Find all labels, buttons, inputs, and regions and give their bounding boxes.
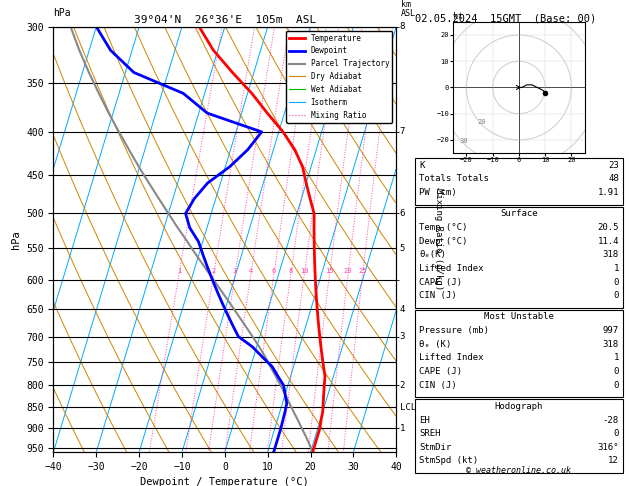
Text: 1.91: 1.91 — [598, 188, 619, 197]
Text: 7: 7 — [399, 127, 405, 137]
Text: 2: 2 — [211, 268, 216, 274]
Text: EH: EH — [419, 416, 430, 425]
Text: 0: 0 — [613, 429, 619, 438]
Title: 39°04'N  26°36'E  105m  ASL: 39°04'N 26°36'E 105m ASL — [134, 15, 316, 25]
Text: 316°: 316° — [598, 443, 619, 452]
Text: SREH: SREH — [419, 429, 440, 438]
Text: Pressure (mb): Pressure (mb) — [419, 326, 489, 335]
Text: Most Unstable: Most Unstable — [484, 312, 554, 322]
Text: km
ASL: km ASL — [401, 0, 416, 18]
Text: LCL: LCL — [399, 403, 416, 412]
Text: 11.4: 11.4 — [598, 237, 619, 246]
Text: 6: 6 — [399, 209, 405, 218]
Text: 20: 20 — [344, 268, 352, 274]
X-axis label: Dewpoint / Temperature (°C): Dewpoint / Temperature (°C) — [140, 477, 309, 486]
Text: 1: 1 — [399, 424, 405, 433]
Text: 4: 4 — [249, 268, 253, 274]
Text: 6: 6 — [272, 268, 276, 274]
Text: θₑ(K): θₑ(K) — [419, 250, 446, 260]
Text: © weatheronline.co.uk: © weatheronline.co.uk — [467, 466, 571, 475]
Text: K: K — [419, 161, 425, 170]
Text: CAPE (J): CAPE (J) — [419, 278, 462, 287]
Text: 4: 4 — [399, 305, 405, 314]
Text: 20.5: 20.5 — [598, 223, 619, 232]
Text: Surface: Surface — [500, 209, 538, 219]
Text: 15: 15 — [325, 268, 334, 274]
Legend: Temperature, Dewpoint, Parcel Trajectory, Dry Adiabat, Wet Adiabat, Isotherm, Mi: Temperature, Dewpoint, Parcel Trajectory… — [286, 31, 392, 122]
Text: StmDir: StmDir — [419, 443, 451, 452]
Text: 48: 48 — [608, 174, 619, 184]
Text: Temp (°C): Temp (°C) — [419, 223, 467, 232]
Text: 02.05.2024  15GMT  (Base: 00): 02.05.2024 15GMT (Base: 00) — [415, 14, 596, 24]
Text: 23: 23 — [608, 161, 619, 170]
Text: 8: 8 — [289, 268, 293, 274]
Text: PW (cm): PW (cm) — [419, 188, 457, 197]
Text: 25: 25 — [359, 268, 367, 274]
Text: Lifted Index: Lifted Index — [419, 264, 484, 273]
Text: 0: 0 — [613, 278, 619, 287]
Text: 318: 318 — [603, 340, 619, 349]
Text: CAPE (J): CAPE (J) — [419, 367, 462, 376]
Text: hPa: hPa — [53, 8, 71, 18]
Text: 5: 5 — [399, 244, 405, 253]
Y-axis label: hPa: hPa — [11, 230, 21, 249]
Y-axis label: Mixing Ratio (g/kg): Mixing Ratio (g/kg) — [433, 188, 443, 291]
Text: Hodograph: Hodograph — [495, 402, 543, 411]
Text: Dewp (°C): Dewp (°C) — [419, 237, 467, 246]
Text: 30: 30 — [460, 138, 468, 143]
Text: 318: 318 — [603, 250, 619, 260]
Text: 0: 0 — [613, 291, 619, 300]
Text: 20: 20 — [478, 119, 486, 125]
Text: 997: 997 — [603, 326, 619, 335]
Text: 0: 0 — [613, 381, 619, 390]
Text: 0: 0 — [613, 367, 619, 376]
Text: StmSpd (kt): StmSpd (kt) — [419, 456, 478, 466]
Text: 10: 10 — [300, 268, 309, 274]
Text: CIN (J): CIN (J) — [419, 291, 457, 300]
Text: kt: kt — [454, 12, 464, 21]
Text: CIN (J): CIN (J) — [419, 381, 457, 390]
Text: Lifted Index: Lifted Index — [419, 353, 484, 363]
Text: 1: 1 — [613, 353, 619, 363]
Text: 3: 3 — [233, 268, 237, 274]
Text: 1: 1 — [177, 268, 181, 274]
Text: 1: 1 — [613, 264, 619, 273]
Text: θₑ (K): θₑ (K) — [419, 340, 451, 349]
Text: 8: 8 — [399, 22, 405, 31]
Text: Totals Totals: Totals Totals — [419, 174, 489, 184]
Text: 12: 12 — [608, 456, 619, 466]
Text: 3: 3 — [399, 332, 405, 341]
Text: -28: -28 — [603, 416, 619, 425]
Text: 2: 2 — [399, 381, 405, 390]
